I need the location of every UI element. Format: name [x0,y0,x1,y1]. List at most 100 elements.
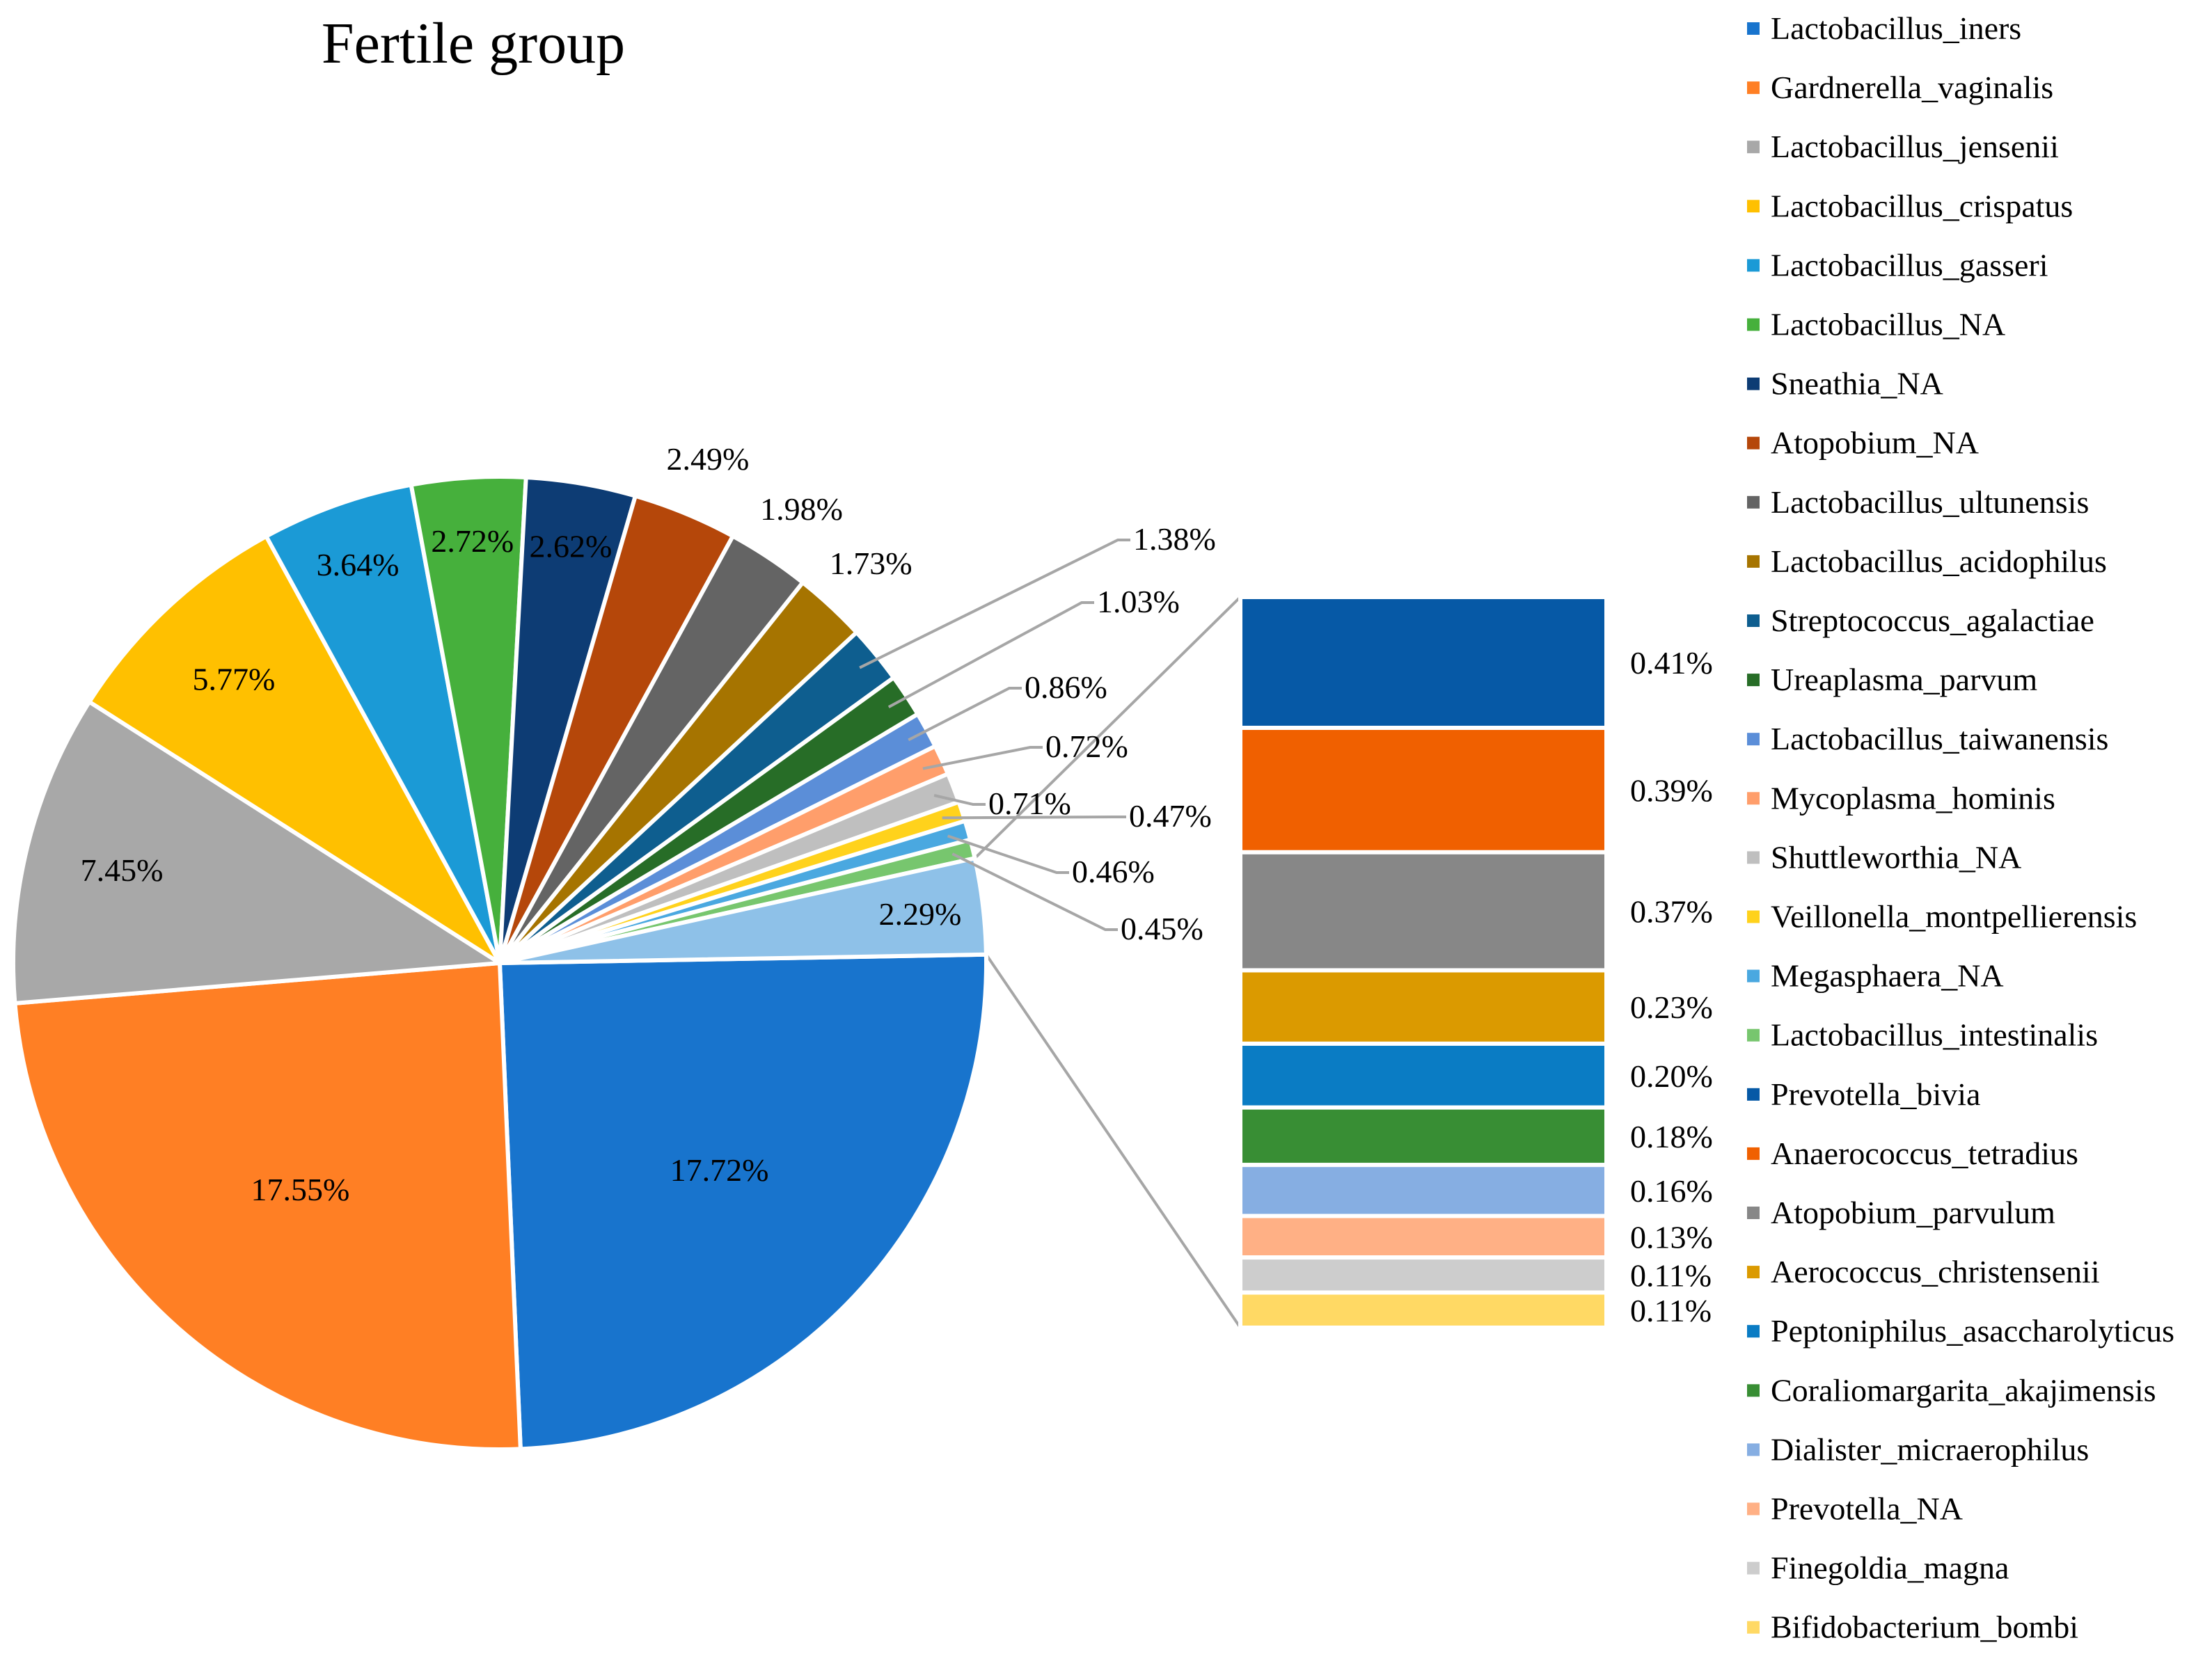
legend-label-finegoldia-magna: Finegoldia_magna [1771,1550,2009,1586]
bar-label-aerococcus-christensenii: 0.23% [1630,989,1713,1025]
bar-label-finegoldia-magna: 0.11% [1630,1257,1712,1293]
legend-swatch-lactobacillus-gasseri [1747,259,1760,272]
pie-slice-lactobacillus-crispatus [87,534,502,965]
bar-label-dialister-micraerophilus: 0.16% [1630,1173,1713,1209]
leader-line-lactobacillus-intestinalis [951,852,1118,931]
bar-segment-prevotella-na [1238,1214,1609,1260]
legend-label-atopobium-na: Atopobium_NA [1771,425,1979,461]
legend-swatch-streptococcus-agalactiae [1747,614,1760,627]
slice-label-lactobacillus-acidophilus: 1.73% [830,546,913,581]
legend-label-lactobacillus-taiwanensis: Lactobacillus_taiwanensis [1771,721,2108,756]
leader-line-veillonella-montpellierensis [942,816,1126,820]
bar-label-bifidobacterium-bombi: 0.11% [1630,1293,1712,1328]
legend-label-dialister-micraerophilus: Dialister_micraerophilus [1771,1431,2089,1467]
legend-swatch-lactobacillus-iners [1747,22,1760,35]
legend-swatch-sneathia-na [1747,377,1760,390]
slice-label-ureaplasma-parvum: 1.03% [1097,584,1180,619]
connector-line-top [974,596,1242,859]
pie-data-labels: 17.72% 17.55% 7.45% 5.77% 3.64% 2.72% 2.62% 2.4… [81,441,1216,1207]
bar-segment-anaerococcus-tetradius [1238,725,1609,854]
legend-swatch-ureaplasma-parvum [1747,674,1760,687]
legend-swatch-lactobacillus-ultunensis [1747,495,1760,509]
legend-label-lactobacillus-jensenii: Lactobacillus_jensenii [1771,129,2059,164]
slice-label-mycoplasma-hominis: 0.72% [1045,729,1128,764]
legend-swatch-aerococcus-christensenii [1747,1266,1760,1279]
bar-label-prevotella-bivia: 0.41% [1630,645,1713,681]
legend-label-aerococcus-christensenii: Aerococcus_christensenii [1771,1254,2100,1289]
legend-label-lactobacillus-gasseri: Lactobacillus_gasseri [1771,247,2048,283]
legend-label-gardnerella-vaginalis: Gardnerella_vaginalis [1771,70,2053,105]
legend-swatch-mycoplasma-hominis [1747,792,1760,805]
legend-swatch-anaerococcus-tetradius [1747,1147,1760,1160]
legend-label-lactobacillus-crispatus: Lactobacillus_crispatus [1771,188,2073,223]
legend-swatch-prevotella-na [1747,1502,1760,1516]
bar-segment-finegoldia-magna [1238,1255,1609,1295]
legend-swatch-atopobium-parvulum [1747,1207,1760,1219]
legend-label-peptoniphilus-asaccharolyticus: Peptoniphilus_asaccharolyticus [1771,1313,2174,1349]
legend-swatch-gardnerella-vaginalis [1747,81,1760,95]
legend-swatch-lactobacillus-intestinalis [1747,1028,1760,1042]
legend-label-lactobacillus-iners: Lactobacillus_iners [1771,10,2021,46]
slice-label-lactobacillus-taiwanensis: 0.86% [1025,669,1107,705]
slice-label-lactobacillus-jensenii: 7.45% [81,852,164,888]
slice-label-other: 2.29% [878,896,961,932]
pie-slice-lactobacillus-iners [498,952,988,1452]
legend-label-prevotella-na: Prevotella_NA [1771,1491,1963,1527]
slice-label-lactobacillus-crispatus: 5.77% [192,662,275,697]
legend-label-bifidobacterium-bombi: Bifidobacterium_bombi [1771,1609,2078,1645]
legend-label-coraliomargarita-akajimensis: Coraliomargarita_akajimensis [1771,1372,2156,1408]
legend-label-streptococcus-agalactiae: Streptococcus_agalactiae [1771,603,2094,638]
chart-title: Fertile group [322,11,625,76]
leader-line-shuttleworthia-na [933,794,986,806]
slice-label-lactobacillus-ultunensis: 1.98% [760,491,843,527]
bar-segment-prevotella-bivia [1238,595,1609,730]
legend-label-atopobium-parvulum: Atopobium_parvulum [1771,1195,2055,1230]
legend-swatch-coraliomargarita-akajimensis [1747,1384,1760,1397]
slice-label-shuttleworthia-na: 0.71% [988,786,1071,821]
leader-line-streptococcus-agalactiae [859,539,1130,669]
slice-label-streptococcus-agalactiae: 1.38% [1133,521,1216,557]
bar-label-prevotella-na: 0.13% [1630,1219,1713,1255]
slice-label-lactobacillus-gasseri: 3.64% [317,547,400,582]
bar-segment-aerococcus-christensenii [1238,968,1609,1046]
legend-swatch-peptoniphilus-asaccharolyticus [1747,1325,1760,1338]
bar-label-anaerococcus-tetradius: 0.39% [1630,772,1713,808]
legend-swatch-lactobacillus-jensenii [1747,141,1760,154]
pie [11,475,988,1452]
slice-label-lactobacillus-na: 2.72% [431,523,514,559]
leader-line-ureaplasma-parvum [887,601,1094,708]
bar-segment-bifidobacterium-bombi [1238,1290,1609,1330]
pie-slice-other [498,856,988,965]
bar-label-atopobium-parvulum: 0.37% [1630,894,1713,930]
pie-to-bar-connectors [974,596,1242,1329]
legend-swatch-lactobacillus-na [1747,318,1760,331]
legend-label-prevotella-bivia: Prevotella_bivia [1771,1076,1980,1112]
slice-label-lactobacillus-iners: 17.72% [670,1152,769,1188]
slice-label-sneathia-na: 2.62% [529,529,612,564]
legend-swatch-veillonella-montpellierensis [1747,910,1760,923]
leader-line-lactobacillus-taiwanensis [908,687,1022,742]
legend-swatch-dialister-micraerophilus [1747,1443,1760,1456]
connector-line-bottom [985,953,1242,1329]
legend-label-lactobacillus-acidophilus: Lactobacillus_acidophilus [1771,543,2107,579]
legend-swatch-lactobacillus-taiwanensis [1747,733,1760,746]
legend-swatch-shuttleworthia-na [1747,851,1760,864]
legend-label-ureaplasma-parvum: Ureaplasma_parvum [1771,662,2037,697]
slice-label-atopobium-na: 2.49% [666,441,749,477]
bar-label-peptoniphilus-asaccharolyticus: 0.20% [1630,1058,1713,1094]
legend-swatch-lactobacillus-crispatus [1747,200,1760,213]
pie-slice-gardnerella-vaginalis [13,961,523,1452]
pie-slice-lactobacillus-gasseri [264,482,502,965]
legend-label-lactobacillus-intestinalis: Lactobacillus_intestinalis [1771,1017,2098,1053]
leader-line-megasphaera-na [947,834,1069,874]
stacked-bar [1238,595,1609,1330]
slice-label-megasphaera-na: 0.46% [1072,854,1155,889]
bar-data-labels: 0.41% 0.39% 0.37% 0.23% 0.20% 0.18% 0.16% 0.13%… [1630,645,1713,1328]
legend-swatch-bifidobacterium-bombi [1747,1621,1760,1634]
leader-line-mycoplasma-hominis [922,746,1043,770]
bar-segment-atopobium-parvulum [1238,850,1609,973]
legend: Lactobacillus_iners Gardnerella_vaginalis… [1747,10,2174,1645]
legend-label-veillonella-montpellierensis: Veillonella_montpellierensis [1771,899,2137,935]
legend-label-mycoplasma-hominis: Mycoplasma_hominis [1771,780,2055,816]
legend-label-anaerococcus-tetradius: Anaerococcus_tetradius [1771,1136,2078,1171]
